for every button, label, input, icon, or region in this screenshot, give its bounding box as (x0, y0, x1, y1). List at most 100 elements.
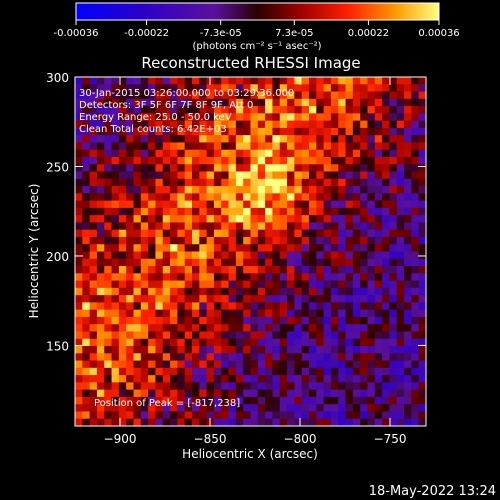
heatmap-cell (404, 149, 412, 158)
heatmap-cell (111, 258, 120, 267)
heatmap-cell (374, 287, 383, 296)
heatmap-cell (192, 171, 200, 180)
heatmap-cell (345, 331, 354, 340)
heatmap-cell (374, 316, 383, 325)
heatmap-cell (265, 77, 273, 85)
heatmap-cell (96, 346, 105, 354)
heatmap-cell (118, 222, 127, 231)
heatmap-cell (192, 316, 200, 325)
heatmap-cell (411, 77, 420, 85)
heatmap-cell (111, 309, 120, 318)
heatmap-cell (352, 302, 361, 311)
heatmap-cell (235, 156, 244, 165)
heatmap-cell (352, 418, 361, 427)
heatmap-cell (316, 418, 325, 427)
heatmap-cell (243, 77, 251, 85)
heatmap-cell (352, 287, 361, 296)
heatmap-cell (272, 331, 281, 340)
heatmap-cell (96, 258, 105, 267)
heatmap-cell (396, 186, 405, 194)
heatmap-cell (323, 193, 332, 201)
heatmap-cell (389, 215, 398, 223)
heatmap-cell (170, 106, 178, 114)
heatmap-cell (265, 273, 273, 281)
heatmap-cell (170, 171, 178, 180)
heatmap-cell (279, 382, 288, 391)
heatmap-cell (411, 346, 420, 354)
heatmap-cell (418, 418, 427, 427)
heatmap-cell (170, 135, 178, 143)
heatmap-cell (323, 258, 332, 267)
annotation-line: 30-Jan-2015 03:26:00.000 to 03:29:36.000 (79, 88, 294, 99)
heatmap-cell (367, 353, 376, 361)
heatmap-cell (111, 287, 120, 296)
heatmap-cell (148, 77, 156, 85)
heatmap-cell (309, 411, 317, 420)
heatmap-cell (235, 324, 244, 332)
heatmap-cell (192, 280, 200, 289)
heatmap-cell (177, 287, 186, 296)
heatmap-cell (345, 404, 354, 412)
heatmap-cell (360, 98, 368, 107)
peak-position-label: Position of Peak = [-817,238] (94, 398, 240, 409)
heatmap-cell (360, 411, 368, 420)
heatmap-cell (177, 171, 186, 180)
heatmap-cell (360, 156, 368, 165)
heatmap-cell (96, 302, 105, 311)
heatmap-cell (404, 171, 412, 180)
heatmap-cell (184, 77, 193, 85)
heatmap-cell (206, 280, 215, 289)
heatmap-cell (104, 156, 112, 165)
heatmap-cell (199, 164, 208, 172)
heatmap-cell (192, 120, 200, 129)
heatmap-cell (140, 273, 149, 281)
heatmap-cell (316, 324, 325, 332)
heatmap-cell (404, 309, 412, 318)
heatmap-cell (389, 200, 398, 209)
heatmap-cell (330, 287, 339, 296)
heatmap-cell (404, 251, 412, 260)
heatmap-cell (148, 200, 156, 209)
heatmap-cell (89, 164, 98, 172)
heatmap-cell (257, 106, 266, 114)
heatmap-cell (309, 215, 317, 223)
heatmap-cell (352, 127, 361, 136)
heatmap-cell (279, 127, 288, 136)
heatmap-cell (82, 273, 91, 281)
heatmap-cell (257, 411, 266, 420)
heatmap-cell (235, 287, 244, 296)
heatmap-cell (338, 244, 346, 252)
heatmap-cell (184, 106, 193, 114)
heatmap-cell (221, 142, 229, 151)
heatmap-cell (316, 295, 325, 303)
heatmap-cell (104, 120, 112, 129)
heatmap-cell (170, 251, 178, 260)
heatmap-cell (155, 91, 164, 100)
heatmap-cell (82, 251, 91, 260)
heatmap-cell (323, 244, 332, 252)
heatmap-cell (374, 186, 383, 194)
heatmap-cell (199, 375, 208, 383)
heatmap-cell (192, 353, 200, 361)
heatmap-cell (170, 418, 178, 427)
heatmap-cell (199, 324, 208, 332)
heatmap-cell (418, 113, 427, 122)
heatmap-cell (411, 360, 420, 369)
heatmap-cell (418, 244, 427, 252)
heatmap-cell (126, 200, 134, 209)
heatmap-cell (374, 389, 383, 398)
heatmap-cell (75, 338, 83, 347)
heatmap-cell (294, 258, 303, 267)
heatmap-cell (89, 156, 98, 165)
heatmap-cell (133, 367, 142, 376)
heatmap-cell (82, 404, 91, 412)
heatmap-cell (396, 302, 405, 311)
heatmap-cell (330, 178, 339, 187)
heatmap-cell (104, 331, 112, 340)
heatmap-cell (316, 382, 325, 391)
heatmap-cell (104, 280, 112, 289)
heatmap-cell (360, 360, 368, 369)
heatmap-cell (382, 404, 390, 412)
heatmap-cell (206, 396, 215, 405)
heatmap-cell (206, 266, 215, 274)
